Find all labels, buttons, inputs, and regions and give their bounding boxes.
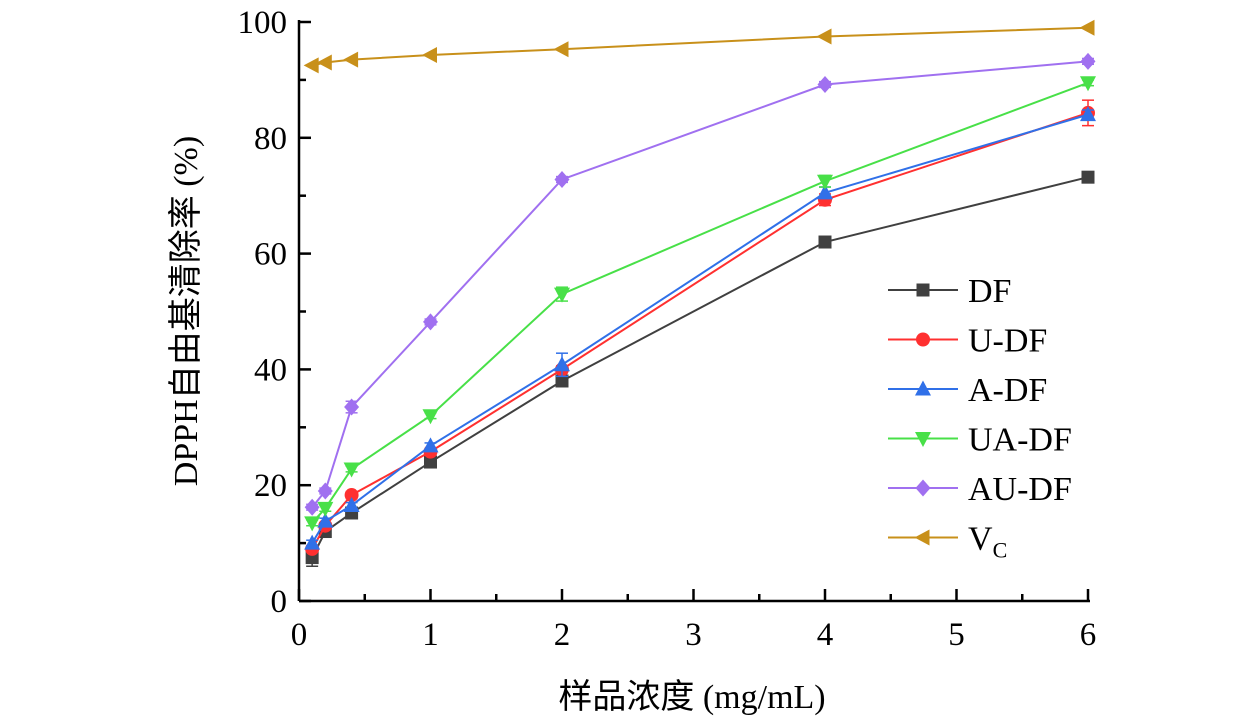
data-point [555,374,569,388]
data-point [554,356,570,372]
x-tick-label: 3 [685,617,702,653]
legend-label: U-DF [968,323,1047,360]
y-tick-label: 0 [271,584,288,620]
legend-swatch-marker [914,529,930,546]
legend-item: VC [888,521,1007,563]
data-point [554,170,570,188]
data-point [304,498,320,516]
data-point [554,287,570,303]
legend-swatch-marker [916,332,930,347]
legend-label: A-DF [968,372,1047,409]
data-point [423,313,438,331]
data-point [343,462,360,478]
data-point [344,488,359,503]
x-tick-label: 1 [422,617,439,653]
legend-swatch-marker [916,283,930,297]
data-point [817,184,833,200]
data-point [1080,52,1096,70]
legend-swatch-marker [915,479,931,497]
y-tick-label: 40 [254,352,287,388]
data-point [317,501,334,517]
legend-label: UA-DF [968,422,1072,459]
series-layer [303,19,1096,568]
y-tick-label: 60 [254,237,287,273]
data-point [818,235,832,249]
x-tick-label: 6 [1080,617,1097,653]
data-point [303,57,319,74]
legend-swatch-marker [915,432,931,447]
y-tick-label: 20 [254,468,287,504]
data-point [344,398,360,416]
series-line [311,26,1089,67]
series-ua-df [304,76,1096,532]
series-vc [303,19,1095,74]
x-tick-label: 4 [817,617,834,653]
data-point [343,496,360,512]
data-point [1080,106,1096,122]
data-point [553,41,569,58]
data-point [1079,19,1095,36]
x-tick-label: 0 [291,617,308,653]
legend-item: U-DF [888,323,1047,360]
legend-item: AU-DF [888,471,1072,508]
data-point [316,54,332,71]
data-point [422,437,439,453]
legend-label: AU-DF [968,471,1072,508]
legend-item: A-DF [888,372,1047,409]
data-point [816,28,832,45]
x-axis-title: 样品浓度 (mg/mL) [558,678,825,716]
data-point [317,512,334,528]
legend-item: UA-DF [888,422,1072,459]
data-point [422,409,439,425]
legend-label: DF [968,273,1011,310]
data-point [1081,170,1095,184]
y-tick-label: 80 [254,121,287,157]
legend-label: VC [968,521,1007,563]
y-axis-title: DPPH自由基清除率 (%) [167,136,205,486]
data-point [817,174,833,190]
legend-item: DF [888,273,1011,310]
data-point [1080,76,1096,92]
data-point [817,76,833,94]
data-point [424,455,437,469]
series-au-df [304,52,1096,516]
y-tick-label: 100 [238,5,288,41]
data-point [317,482,333,500]
legend: DF U-DF A-DF UA-DF AU-DF VC [888,273,1072,563]
data-point [304,534,321,550]
x-tick-label: 5 [948,617,965,653]
legend-swatch-marker [915,380,931,396]
data-point [343,51,359,68]
data-point [304,516,321,532]
x-tick-label: 2 [554,617,571,653]
data-point [422,47,437,64]
